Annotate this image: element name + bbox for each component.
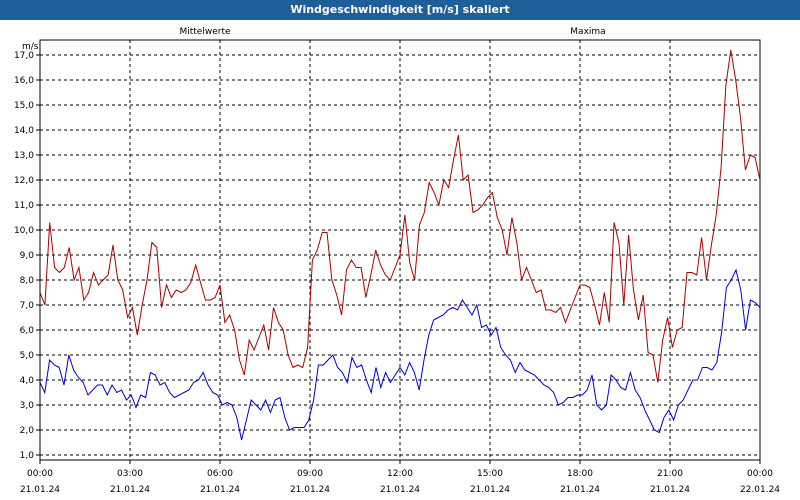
x-tick-time: 00:00 [27, 469, 53, 479]
x-tick-date: 21.01.24 [560, 485, 600, 495]
legend-maxima: Maxima [570, 27, 605, 37]
series [39, 49, 761, 441]
x-tick-time: 12:00 [387, 469, 413, 479]
legend-mittelwerte: Mittelwerte [179, 27, 230, 37]
x-tick-date: 21.01.24 [110, 485, 150, 495]
x-tick-time: 03:00 [117, 469, 143, 479]
x-tick-date: 22.01.24 [740, 485, 780, 495]
y-tick-label: 12,0 [14, 176, 34, 186]
x-tick-time: 00:00 [747, 469, 773, 479]
y-tick-label: 17,0 [14, 51, 34, 61]
y-tick-label: 8,0 [20, 276, 35, 286]
y-tick-label: 10,0 [14, 226, 34, 236]
series-line-maxima [39, 49, 761, 383]
x-tick-date: 21.01.24 [20, 485, 60, 495]
axes: 1,0 2,0 3,0 4,0 5,0 6,0 7,0 8,0 9,0 10,0 11,0 12,0 1… [14, 51, 780, 495]
x-tick-date: 21.01.24 [380, 485, 420, 495]
x-tick-time: 18:00 [567, 469, 593, 479]
x-tick-date: 21.01.24 [650, 485, 690, 495]
x-tick-time: 15:00 [477, 469, 503, 479]
x-tick-date: 21.01.24 [470, 485, 510, 495]
y-tick-label: 11,0 [14, 201, 34, 211]
y-tick-label: 4,0 [20, 376, 35, 386]
y-tick-label: 5,0 [20, 351, 35, 361]
y-axis-label: m/s [22, 42, 39, 52]
x-tick-date: 21.01.24 [290, 485, 330, 495]
x-tick-date: 21.01.24 [200, 485, 240, 495]
y-tick-label: 1,0 [20, 451, 35, 461]
x-tick-time: 09:00 [297, 469, 323, 479]
y-tick-label: 16,0 [14, 76, 34, 86]
y-tick-label: 2,0 [20, 426, 35, 436]
x-tick-time: 06:00 [207, 469, 233, 479]
y-tick-label: 3,0 [20, 401, 35, 411]
series-line-mittelwerte [39, 268, 761, 441]
y-tick-label: 13,0 [14, 151, 34, 161]
chart-title: Windgeschwindigkeit [m/s] skaliert [0, 0, 800, 20]
y-tick-label: 15,0 [14, 101, 34, 111]
y-tick-label: 14,0 [14, 126, 34, 136]
y-tick-label: 9,0 [20, 251, 35, 261]
grid [40, 40, 760, 460]
y-tick-label: 6,0 [20, 326, 35, 336]
x-tick-time: 21:00 [657, 469, 683, 479]
y-tick-label: 7,0 [20, 301, 35, 311]
